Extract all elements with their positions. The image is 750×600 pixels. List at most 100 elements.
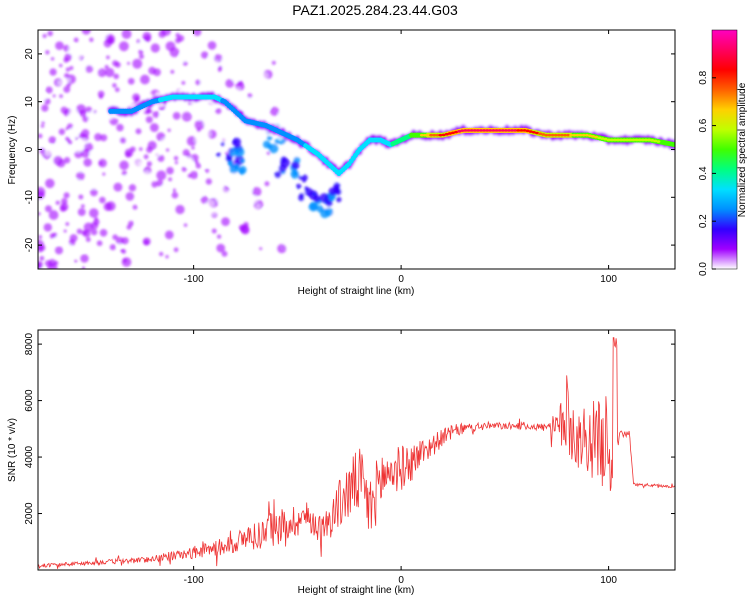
- spectrogram-cluster-blob: [324, 207, 334, 217]
- spectrogram-noise-blob: [191, 146, 195, 150]
- spectrogram-cluster-blob: [274, 171, 282, 179]
- spectrogram-noise-blob: [87, 111, 97, 122]
- spectrogram-noise-blob: [116, 123, 124, 132]
- spectrogram-noise-blob: [98, 161, 103, 165]
- y-tick-label: 10: [24, 96, 35, 108]
- spectrogram-noise-blob: [140, 74, 150, 85]
- spectrogram-ridge-peak: [438, 133, 443, 137]
- spectrogram-noise-blob: [165, 254, 169, 259]
- spectrogram-noise-blob: [63, 110, 70, 117]
- spectrogram-noise-blob: [197, 190, 203, 197]
- spectrogram-noise-blob: [38, 83, 44, 91]
- spectrogram-noise-blob: [246, 79, 253, 86]
- spectrogram-noise-blob: [173, 247, 179, 253]
- spectrogram-noise-blob: [38, 47, 42, 54]
- spectrogram-noise-blob: [172, 111, 181, 120]
- spectrogram-noise-blob: [65, 222, 70, 226]
- spectrogram-noise-blob: [352, 209, 358, 215]
- spectrogram-noise-blob: [73, 37, 79, 43]
- spectrogram-noise-blob: [204, 168, 210, 173]
- spectrogram-noise-blob: [250, 195, 259, 204]
- spectrogram-noise-blob: [42, 33, 47, 39]
- spectrogram-ridge-peak: [466, 129, 471, 132]
- spectrogram-noise-blob: [220, 187, 225, 193]
- spectrogram-noise-blob: [74, 136, 79, 140]
- spectrogram-noise-blob: [74, 264, 81, 269]
- spectrogram-ridge-peak: [581, 133, 586, 137]
- spectrogram-ridge-peak: [553, 133, 558, 137]
- spectrogram-noise-blob: [38, 158, 44, 163]
- spectrogram-noise-blob: [217, 65, 223, 71]
- spectrogram-noise-blob: [81, 230, 87, 236]
- spectrogram-noise-blob: [63, 44, 71, 52]
- spectrogram-noise-blob: [193, 30, 202, 37]
- spectrogram-ridge-peak: [488, 129, 493, 132]
- spectrogram-cluster-blob: [220, 141, 225, 147]
- spectrogram-noise-blob: [84, 142, 94, 152]
- spectrogram-noise-blob: [215, 107, 222, 115]
- spectrogram-noise-blob: [165, 148, 170, 152]
- spectrogram-noise-blob: [243, 185, 251, 193]
- spectrogram-noise-blob: [293, 60, 300, 66]
- spectrogram-ridge-peak: [429, 133, 434, 137]
- spectrogram-ridge-peak: [510, 129, 515, 132]
- spectrogram-noise-blob: [48, 136, 57, 144]
- spectrogram-noise-blob: [195, 163, 202, 169]
- spectrogram-noise-blob: [121, 237, 129, 245]
- spectrogram-noise-blob: [66, 244, 72, 250]
- spectrogram-noise-blob: [313, 174, 320, 180]
- spectrogram-cluster-blob: [336, 196, 342, 203]
- spectrogram-ridge-peak: [444, 132, 449, 136]
- spectrogram-noise-blob: [256, 76, 262, 82]
- spectrogram-noise-blob: [247, 93, 253, 99]
- spectrogram-ridge-peak: [603, 137, 608, 141]
- spectrogram-noise-blob: [223, 166, 229, 173]
- spectrogram-noise-blob: [90, 228, 98, 236]
- spectrogram-ridge-peak: [544, 133, 549, 137]
- spectrogram-noise-blob: [221, 217, 230, 227]
- spectrogram-noise-blob: [159, 112, 166, 119]
- spectrogram-noise-blob: [156, 170, 167, 181]
- spectrogram-noise-blob: [166, 166, 174, 175]
- spectrogram-ridge-peak: [653, 139, 658, 143]
- spectrogram-noise-blob: [331, 211, 339, 219]
- spectrogram-noise-blob: [199, 172, 204, 177]
- spectrogram-noise-blob: [139, 40, 146, 47]
- spectrogram-noise-blob: [152, 110, 160, 118]
- spectrogram-ridge-peak: [535, 131, 540, 135]
- spectrogram-noise-blob: [85, 106, 92, 113]
- spectrogram-ridge-peak: [628, 138, 633, 142]
- spectrogram-noise-blob: [262, 102, 271, 110]
- spectrogram-noise-blob: [304, 218, 309, 223]
- spectrogram-ridge-peak: [426, 133, 431, 137]
- spectrogram-noise-blob: [44, 205, 52, 213]
- spectrogram-noise-blob: [43, 223, 52, 232]
- spectrogram-noise-blob: [149, 123, 159, 133]
- spectrogram-noise-blob: [292, 55, 297, 60]
- spectrogram-noise-blob: [177, 35, 185, 42]
- spectrogram-noise-blob: [200, 51, 209, 59]
- spectrogram-noise-blob: [89, 208, 99, 218]
- spectrogram-noise-blob: [168, 177, 173, 182]
- spectrogram-noise-blob: [90, 182, 98, 190]
- spectrogram-noise-blob: [67, 139, 73, 145]
- spectrogram-noise-blob: [203, 68, 207, 72]
- y-tick-label: 0: [24, 146, 35, 152]
- spectrogram-noise-blob: [45, 86, 53, 94]
- spectrogram-noise-blob: [38, 133, 43, 139]
- spectrogram-y-label: Frequency (Hz): [7, 116, 18, 185]
- spectrogram-noise-blob: [55, 41, 64, 51]
- spectrogram-noise-blob: [315, 103, 320, 108]
- spectrogram-ridge-peak: [563, 133, 568, 137]
- spectrogram-noise-blob: [344, 203, 349, 209]
- spectrogram-noise-blob: [170, 69, 175, 74]
- spectrogram-noise-blob: [120, 248, 124, 253]
- spectrogram-ridge-peak: [478, 129, 483, 132]
- spectrogram-noise-blob: [79, 245, 86, 252]
- spectrogram-noise-blob: [82, 115, 89, 123]
- spectrogram-ridge-peak: [491, 129, 496, 132]
- spectrogram-cluster-blob: [313, 195, 321, 203]
- snr-axes: -100 0 100 2000 4000 6000 8000: [24, 330, 675, 586]
- colorbar-tick-label: 0.2: [698, 214, 709, 228]
- spectrogram-ridge-peak: [559, 133, 564, 137]
